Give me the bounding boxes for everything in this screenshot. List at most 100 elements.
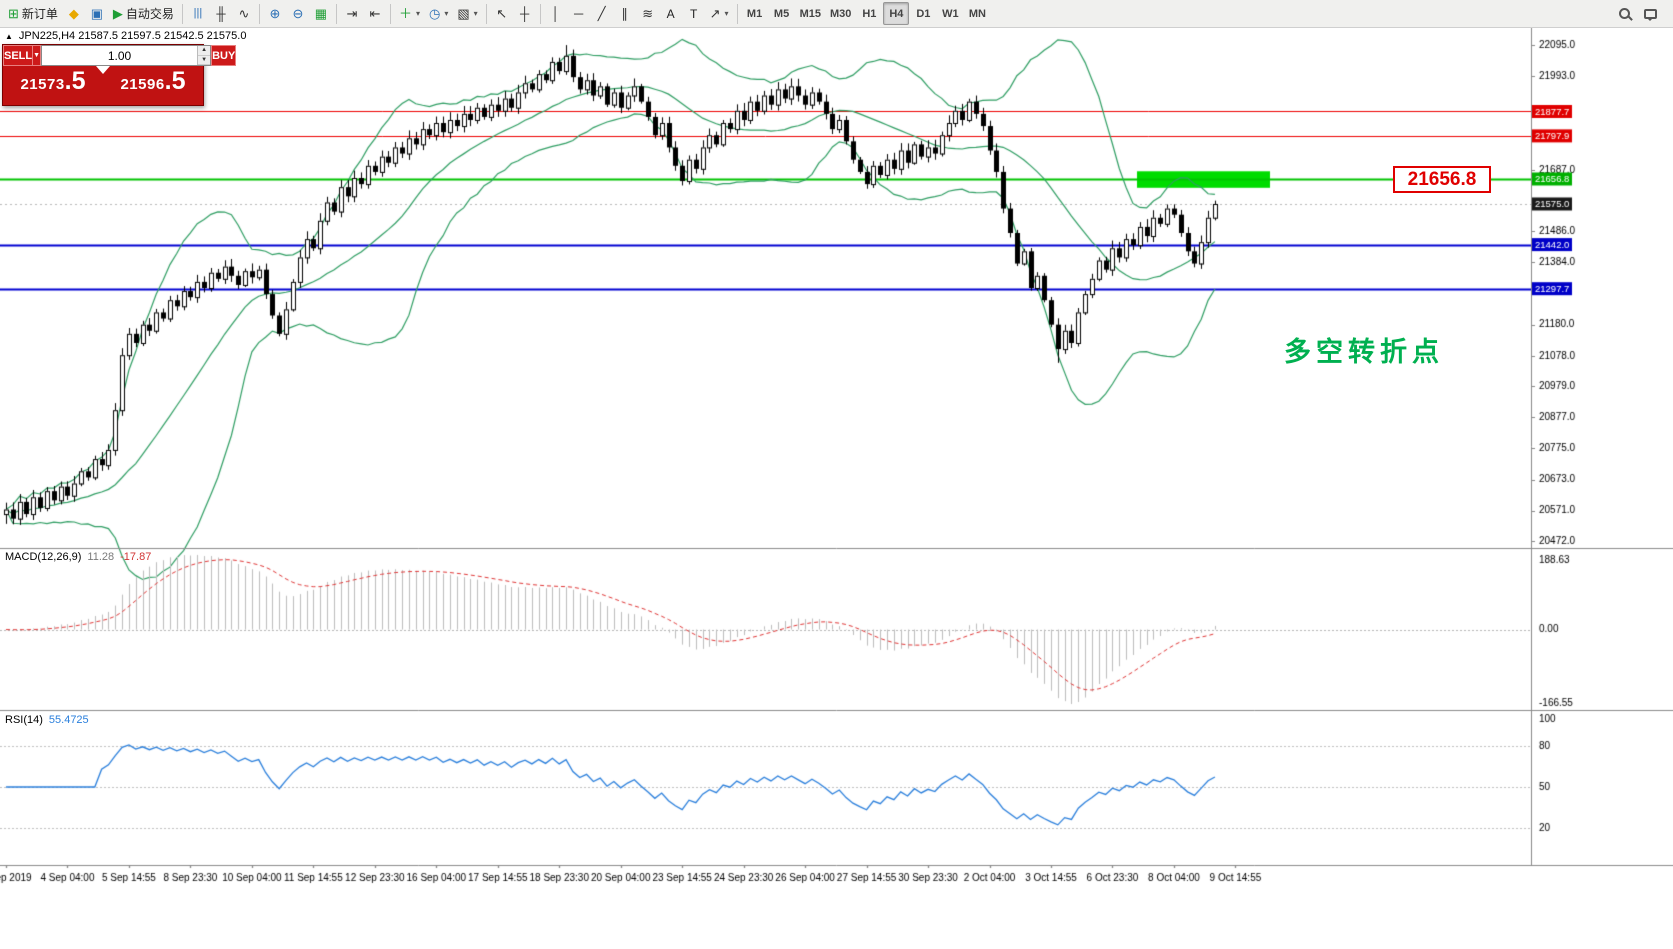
label-tool-button[interactable]: T <box>683 2 705 25</box>
zoom-out-button[interactable]: ⊖ <box>287 2 309 25</box>
vertical-line-icon: │ <box>551 6 560 21</box>
zoom-out-icon: ⊖ <box>292 6 304 21</box>
volume-dropdown-button[interactable]: ▼ <box>33 45 42 66</box>
bar-chart-button[interactable]: ||| <box>187 2 209 25</box>
macd-label: MACD(12,26,9) <box>5 551 82 563</box>
candlestick-chart-icon: ╫ <box>216 6 226 21</box>
timeframe-H4[interactable]: H4 <box>883 2 910 25</box>
buy-price-main: 21596 <box>120 76 165 93</box>
search-icon <box>1618 8 1630 19</box>
sell-price-main: 21573 <box>20 76 65 93</box>
line-chart-icon: ∿ <box>238 6 250 21</box>
symbol-marker-icon: ▲ <box>5 31 13 41</box>
price-callout-label[interactable]: 21656.8 <box>1393 166 1491 193</box>
rsi-header: RSI(14) 55.4725 <box>5 714 89 726</box>
zoom-in-button[interactable]: ⊕ <box>264 2 286 25</box>
charts-window-button[interactable]: ▣ <box>86 2 108 25</box>
timeframe-H1[interactable]: H1 <box>856 2 882 25</box>
new-order-icon: ⊞ <box>8 6 19 21</box>
mql-community-button[interactable]: ◆ <box>63 2 85 25</box>
auto-scroll-icon: ⇤ <box>369 6 381 21</box>
main-toolbar: ⊞ 新订单 ◆ ▣ ▶ 自动交易 ||| ╫ ∿ ⊕ ⊖ ▦ ⇥ ⇤ ＋ ▾ ◷… <box>0 0 1673 28</box>
candlestick-chart-button[interactable]: ╫ <box>210 2 232 25</box>
chart-shift-button[interactable]: ⇥ <box>341 2 363 25</box>
ohlc-header: ▲ JPN225,H4 21587.5 21597.5 21542.5 2157… <box>5 30 246 42</box>
crosshair-tool-button[interactable]: ┼ <box>514 2 536 25</box>
sell-button[interactable]: SELL <box>3 45 34 66</box>
timeframe-M1[interactable]: M1 <box>742 2 768 25</box>
toolbar-separator <box>258 3 260 24</box>
template-icon: ▧ <box>457 6 470 21</box>
volume-box: ▲ ▼ <box>41 45 212 66</box>
macd-value-signal: -17.87 <box>120 551 152 563</box>
chevron-down-icon: ▾ <box>415 9 420 18</box>
cursor-tool-button[interactable]: ↖ <box>491 2 513 25</box>
templates-button[interactable]: ▧ ▾ <box>453 2 481 25</box>
turning-point-annotation[interactable]: 多空转折点 <box>1284 337 1444 367</box>
crosshair-icon: ┼ <box>520 6 530 21</box>
vertical-line-tool-button[interactable]: │ <box>545 2 567 25</box>
autotrading-play-icon: ▶ <box>112 6 123 21</box>
tile-windows-button[interactable]: ▦ <box>310 2 332 25</box>
ohlc-text: JPN225,H4 21587.5 21597.5 21542.5 21575.… <box>18 30 247 42</box>
volume-spinner: ▲ ▼ <box>197 46 211 65</box>
periods-button[interactable]: ◷ ▾ <box>425 2 452 25</box>
line-chart-button[interactable]: ∿ <box>233 2 255 25</box>
rsi-value: 55.4725 <box>48 714 89 726</box>
toolbar-separator <box>389 3 391 24</box>
autotrading-button[interactable]: ▶ 自动交易 <box>109 2 178 25</box>
trendline-icon: ╱ <box>597 6 606 21</box>
sell-price[interactable]: 21573 .5 <box>3 66 103 105</box>
volume-down-icon[interactable]: ▼ <box>198 55 211 65</box>
one-click-trading-panel: SELL ▼ ▲ ▼ BUY 21573 .5 21596 .5 <box>2 44 237 106</box>
shapes-tool-button[interactable]: ↗ ▾ <box>706 2 733 25</box>
chevron-down-icon: ▾ <box>473 9 478 18</box>
cursor-icon: ↖ <box>496 6 508 21</box>
charts-window-icon: ▣ <box>90 6 104 21</box>
label-tool-label: T <box>689 6 698 21</box>
chevron-down-icon: ▾ <box>444 9 449 18</box>
bar-chart-icon: ||| <box>193 7 203 19</box>
buy-button[interactable]: BUY <box>211 45 237 66</box>
timeframe-MN[interactable]: MN <box>964 2 990 25</box>
timeframe-D1[interactable]: D1 <box>910 2 936 25</box>
toolbar-separator <box>181 3 183 24</box>
toolbar-separator <box>485 3 487 24</box>
toolbar-right-group <box>1613 2 1669 25</box>
timeframe-group: M1 M5 M15 M30 H1 H4 D1 W1 MN <box>742 2 991 25</box>
tile-windows-icon: ▦ <box>314 6 328 21</box>
volume-input[interactable] <box>42 46 198 65</box>
mql-diamond-icon: ◆ <box>68 6 79 21</box>
text-tool-label: A <box>666 6 675 21</box>
buy-price-frac: .5 <box>164 67 186 95</box>
fibonacci-tool-button[interactable]: ≋ <box>637 2 659 25</box>
timeframe-W1[interactable]: W1 <box>937 2 963 25</box>
search-button[interactable] <box>1613 2 1635 25</box>
macd-header: MACD(12,26,9) 11.28 -17.87 <box>5 551 151 563</box>
autotrading-label: 自动交易 <box>125 7 174 21</box>
chat-button[interactable] <box>1639 2 1661 25</box>
auto-scroll-button[interactable]: ⇤ <box>364 2 386 25</box>
toolbar-separator <box>539 3 541 24</box>
text-tool-button[interactable]: A <box>660 2 682 25</box>
buy-price[interactable]: 21596 .5 <box>103 66 203 105</box>
timeframe-M15[interactable]: M15 <box>796 2 825 25</box>
indicators-button[interactable]: ＋ ▾ <box>395 2 424 25</box>
timeframe-M30[interactable]: M30 <box>826 2 855 25</box>
channel-icon: ∥ <box>621 6 628 21</box>
panel-notch <box>96 66 110 74</box>
zoom-in-icon: ⊕ <box>269 6 281 21</box>
channel-tool-button[interactable]: ∥ <box>614 2 636 25</box>
sell-price-frac: .5 <box>64 67 86 95</box>
rsi-label: RSI(14) <box>5 714 43 726</box>
new-order-button[interactable]: ⊞ 新订单 <box>4 2 62 25</box>
chat-icon <box>1643 8 1657 21</box>
volume-up-icon[interactable]: ▲ <box>198 46 211 56</box>
horizontal-line-tool-button[interactable]: ─ <box>568 2 590 25</box>
timeframe-M5[interactable]: M5 <box>769 2 795 25</box>
toolbar-separator <box>736 3 738 24</box>
chevron-down-icon: ▾ <box>724 9 729 18</box>
toolbar-separator <box>335 3 337 24</box>
trendline-tool-button[interactable]: ╱ <box>591 2 613 25</box>
chart-shift-icon: ⇥ <box>346 6 358 21</box>
